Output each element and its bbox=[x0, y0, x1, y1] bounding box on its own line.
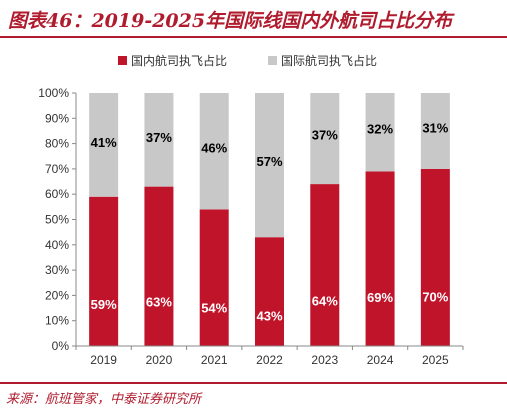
data-label: 70% bbox=[422, 289, 448, 304]
x-tick-label: 2023 bbox=[311, 353, 338, 367]
bar-foreign-2025 bbox=[420, 93, 450, 169]
bar-foreign-2021 bbox=[199, 93, 229, 210]
bar-foreign-2024 bbox=[365, 93, 395, 172]
bar-foreign-2020 bbox=[144, 93, 174, 187]
bar-domestic-2022 bbox=[255, 237, 284, 346]
y-tick-label: 30% bbox=[45, 263, 69, 277]
y-tick-label: 90% bbox=[45, 111, 69, 125]
bar-domestic-2024 bbox=[365, 171, 395, 346]
y-tick-label: 40% bbox=[45, 238, 69, 252]
bar-domestic-2020 bbox=[144, 186, 174, 346]
stacked-bar-chart: 国内航司执飞占比 国际航司执飞占比 0% 10% 20% 30% 40% 50% 60% 70%… bbox=[38, 53, 464, 367]
figure-title: 图表46：2019-2025年国际线国内外航司占比分布 bbox=[8, 10, 453, 32]
x-tick-label: 2020 bbox=[146, 353, 173, 367]
bar-domestic-2021 bbox=[199, 209, 229, 346]
y-tick-label: 60% bbox=[45, 187, 69, 201]
data-label: 37% bbox=[146, 130, 172, 145]
data-label: 37% bbox=[312, 127, 338, 142]
x-tick-label: 2022 bbox=[256, 353, 283, 367]
y-tick-label: 0% bbox=[52, 339, 70, 353]
data-label: 59% bbox=[91, 297, 117, 312]
data-label: 41% bbox=[91, 135, 117, 150]
title-bar: 图表46：2019-2025年国际线国内外航司占比分布 bbox=[0, 0, 507, 38]
legend-label-1: 国际航司执飞占比 bbox=[281, 53, 377, 68]
y-axis: 0% 10% 20% 30% 40% 50% 60% 70% 80% 90% 100% bbox=[38, 86, 77, 353]
x-tick-label: 2021 bbox=[201, 353, 228, 367]
source-note: 来源：航班管家，中泰证券研究所 bbox=[6, 392, 202, 407]
bar-domestic-2023 bbox=[310, 184, 340, 346]
y-tick-label: 70% bbox=[45, 162, 69, 176]
data-label: 46% bbox=[201, 141, 227, 156]
legend: 国内航司执飞占比 国际航司执飞占比 bbox=[118, 53, 377, 68]
x-tick-label: 2019 bbox=[90, 353, 117, 367]
bar-foreign-2022 bbox=[255, 93, 284, 238]
bars: 59% 41% 63% 37% 54% 46% 43% 57% 64% 37% 69% 32% 70% 3… bbox=[89, 93, 450, 346]
y-tick-label: 20% bbox=[45, 288, 69, 302]
y-tick-label: 10% bbox=[45, 314, 69, 328]
bar-foreign-2019 bbox=[89, 93, 119, 197]
bar-domestic-2025 bbox=[420, 168, 450, 346]
data-label: 31% bbox=[422, 120, 448, 135]
data-label: 69% bbox=[367, 290, 393, 305]
legend-swatch-0 bbox=[118, 56, 127, 65]
data-label: 32% bbox=[367, 122, 393, 137]
data-label: 57% bbox=[256, 154, 282, 169]
x-tick-label: 2025 bbox=[422, 353, 449, 367]
data-label: 43% bbox=[256, 309, 282, 324]
footer: 来源：航班管家，中泰证券研究所 bbox=[0, 382, 507, 408]
legend-label-0: 国内航司执飞占比 bbox=[131, 53, 227, 68]
y-tick-label: 80% bbox=[45, 137, 69, 151]
x-tick-label: 2024 bbox=[367, 353, 394, 367]
bar-foreign-2023 bbox=[310, 93, 340, 185]
x-axis: 2019 2020 2021 2022 2023 2024 2025 bbox=[75, 345, 464, 367]
bar-domestic-2019 bbox=[89, 196, 119, 346]
y-tick-label: 50% bbox=[45, 213, 69, 227]
data-label: 63% bbox=[146, 294, 172, 309]
data-label: 64% bbox=[312, 294, 338, 309]
data-label: 54% bbox=[201, 301, 227, 316]
legend-swatch-1 bbox=[268, 56, 277, 65]
y-tick-label: 100% bbox=[38, 86, 69, 100]
